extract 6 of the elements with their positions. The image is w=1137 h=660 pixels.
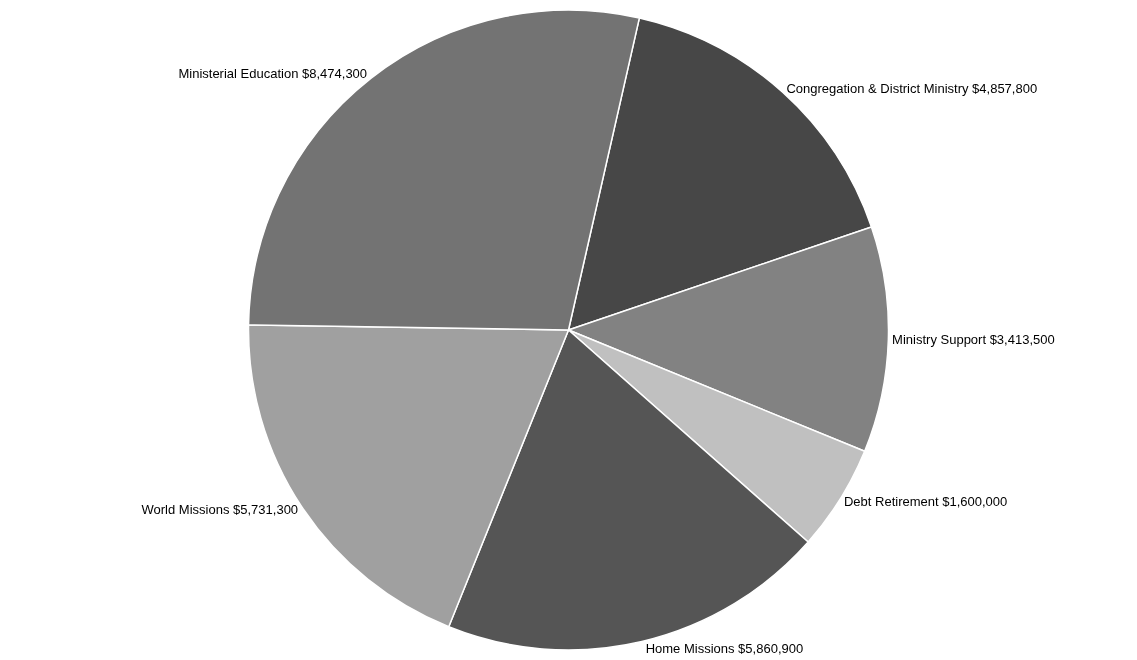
slice-label: Congregation & District Ministry $4,857,800 xyxy=(786,80,1038,96)
slice-label: Ministry Support $3,413,500 xyxy=(892,332,1055,348)
slice-label: World Missions $5,731,300 xyxy=(141,501,299,517)
slice-label: Debt Retirement $1,600,000 xyxy=(843,493,1008,509)
slice-label: Ministerial Education $8,474,300 xyxy=(178,66,368,82)
slice-label: Home Missions $5,860,900 xyxy=(645,641,804,657)
